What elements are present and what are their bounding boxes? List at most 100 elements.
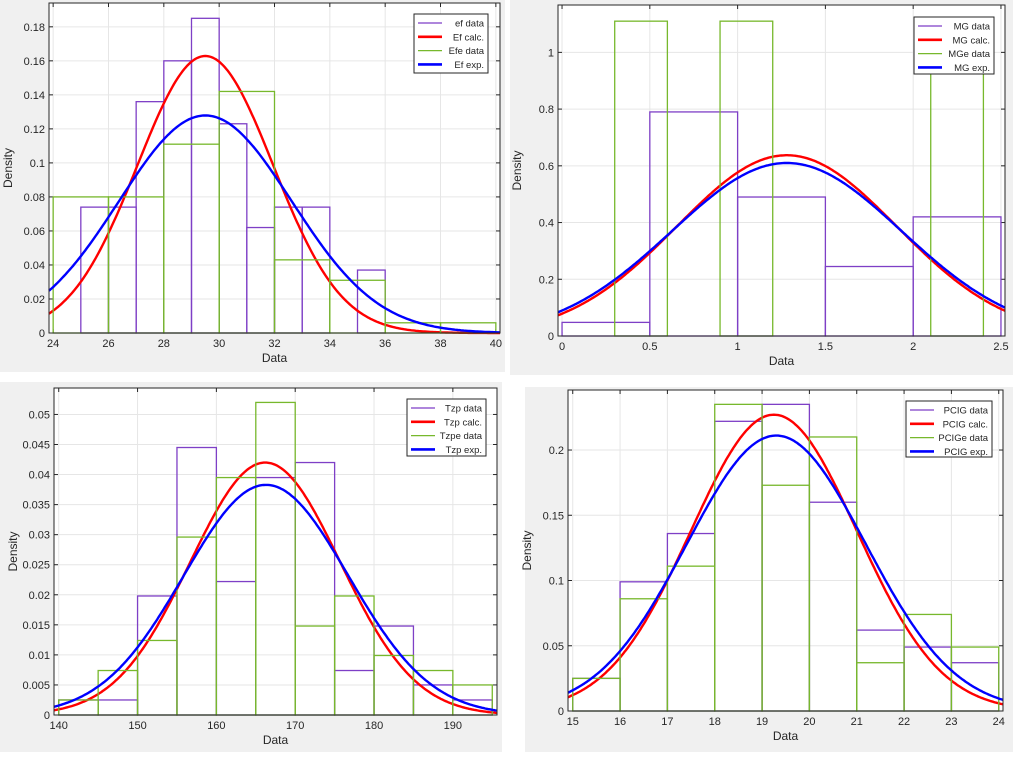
y-tick-label: 0.03 — [29, 530, 50, 542]
subplot-4: 15 16 17 18 19 20 21 22 23 24 0 0.05 0.1 0.15 0.2 Data D… — [520, 387, 1013, 752]
y-tick-label: 0.4 — [539, 218, 554, 230]
legend-entry: MG data — [954, 22, 991, 33]
fit-curve — [53, 483, 498, 712]
legend-entry: MGe data — [948, 49, 990, 60]
legend[interactable]: MG data MG calc. MGe data MG exp. — [913, 16, 995, 75]
x-tick-label: 190 — [444, 720, 462, 732]
axes-border — [557, 4, 1006, 337]
legend-entry: Tzp calc. — [444, 417, 482, 428]
legend[interactable]: Tzp data Tzp calc. Tzpe data Tzp exp. — [406, 398, 487, 457]
axes-border — [567, 389, 1004, 712]
y-tick-label: 0.15 — [543, 510, 564, 522]
legend-entry: PCIG data — [944, 406, 989, 417]
subplot-2: 0 0.5 1 1.5 2 2.5 0 0.2 0.4 0.6 0.8 1 Data Density MG … — [510, 0, 1013, 375]
x-tick-label: 26 — [102, 338, 114, 350]
y-tick-label: 0.6 — [539, 161, 554, 173]
fit-curve — [567, 434, 1004, 702]
series-pcig-exp- — [567, 434, 1004, 702]
x-tick-label: 16 — [614, 716, 626, 728]
x-tick-label: 180 — [365, 720, 383, 732]
x-axis-label: Data — [773, 729, 799, 743]
y-tick-label: 0.01 — [29, 650, 50, 662]
x-tick-label: 28 — [158, 338, 170, 350]
y-tick-label: 0.04 — [24, 260, 45, 272]
y-tick-label: 0.12 — [24, 124, 45, 136]
series-ef-exp- — [48, 114, 501, 334]
y-axis-label: Density — [1, 148, 15, 188]
y-tick-label: 0.02 — [29, 590, 50, 602]
legend[interactable]: ef data Ef calc. Efe data Ef exp. — [413, 13, 489, 74]
legend-entry: PCIG exp. — [944, 447, 988, 458]
y-tick-label: 0 — [44, 710, 50, 722]
y-tick-label: 0.045 — [22, 440, 50, 452]
y-tick-label: 0.8 — [539, 104, 554, 116]
x-tick-label: 40 — [490, 338, 502, 350]
fit-curve — [48, 114, 501, 334]
x-tick-label: 2 — [910, 341, 916, 353]
y-axis-label: Density — [510, 150, 524, 190]
x-tick-label: 160 — [207, 720, 225, 732]
x-tick-label: 2.5 — [993, 341, 1008, 353]
x-tick-label: 20 — [803, 716, 815, 728]
x-axis-label: Data — [262, 351, 288, 365]
y-tick-label: 0.1 — [549, 576, 564, 588]
y-tick-label: 0.05 — [543, 641, 564, 653]
legend-entry: Ef exp. — [454, 60, 484, 71]
y-tick-label: 0 — [558, 706, 564, 718]
legend-entry: MG calc. — [953, 35, 990, 46]
fit-curve — [567, 413, 1004, 706]
x-tick-label: 36 — [379, 338, 391, 350]
y-tick-label: 0 — [548, 331, 554, 343]
x-tick-label: 1.5 — [818, 341, 833, 353]
x-tick-label: 34 — [324, 338, 336, 350]
x-tick-label: 32 — [268, 338, 280, 350]
x-tick-label: 1 — [735, 341, 741, 353]
fit-curve — [557, 161, 1006, 314]
y-tick-label: 0.18 — [24, 22, 45, 34]
axes-border — [53, 387, 498, 716]
legend-entry: Tzp exp. — [446, 445, 482, 456]
y-tick-label: 0.08 — [24, 192, 45, 204]
x-tick-label: 140 — [50, 720, 68, 732]
legend-entry: Tzpe data — [440, 431, 483, 442]
y-tick-label: 0.14 — [24, 90, 45, 102]
x-tick-label: 170 — [286, 720, 304, 732]
y-axis-label: Density — [6, 531, 20, 571]
subplot-1: 24 26 28 30 32 34 36 38 40 0 0.02 0.04 0.06 0.08 0.1 0.… — [0, 0, 505, 372]
x-tick-label: 38 — [434, 338, 446, 350]
legend-entry: PCIG calc. — [943, 419, 988, 430]
legend-entry: ef data — [455, 19, 485, 30]
y-tick-label: 0.16 — [24, 56, 45, 68]
x-tick-label: 15 — [567, 716, 579, 728]
x-axis-label: Data — [263, 733, 289, 747]
y-tick-label: 0.04 — [29, 470, 50, 482]
y-tick-label: 0.1 — [30, 158, 45, 170]
y-tick-label: 1 — [548, 47, 554, 59]
series-pcig-calc- — [567, 413, 1004, 706]
x-tick-label: 150 — [128, 720, 146, 732]
series-mg-exp- — [557, 161, 1006, 314]
fit-curve — [53, 461, 498, 715]
series-tzp-exp- — [53, 483, 498, 712]
legend-entry: Tzp data — [445, 404, 483, 415]
y-tick-label: 0.06 — [24, 226, 45, 238]
legend[interactable]: PCIG data PCIG calc. PCIGe data PCIG exp. — [905, 400, 993, 458]
y-tick-label: 0.02 — [24, 294, 45, 306]
x-tick-label: 24 — [47, 338, 59, 350]
y-tick-label: 0.005 — [22, 680, 50, 692]
x-tick-label: 18 — [709, 716, 721, 728]
legend-entry: PCIGe data — [938, 433, 988, 444]
legend-entry: Ef calc. — [453, 32, 484, 43]
x-tick-label: 19 — [756, 716, 768, 728]
legend-entry: Efe data — [449, 46, 485, 57]
subplot-3: 140 150 160 170 180 190 0 0.005 0.01 0.015 0.02 0.0… — [0, 382, 502, 752]
y-tick-label: 0.035 — [22, 500, 50, 512]
x-tick-label: 23 — [945, 716, 957, 728]
x-tick-label: 17 — [661, 716, 673, 728]
y-tick-label: 0.025 — [22, 560, 50, 572]
y-axis-label: Density — [520, 530, 534, 570]
y-tick-label: 0.05 — [29, 409, 50, 421]
x-tick-label: 30 — [213, 338, 225, 350]
x-axis-label: Data — [769, 354, 795, 368]
